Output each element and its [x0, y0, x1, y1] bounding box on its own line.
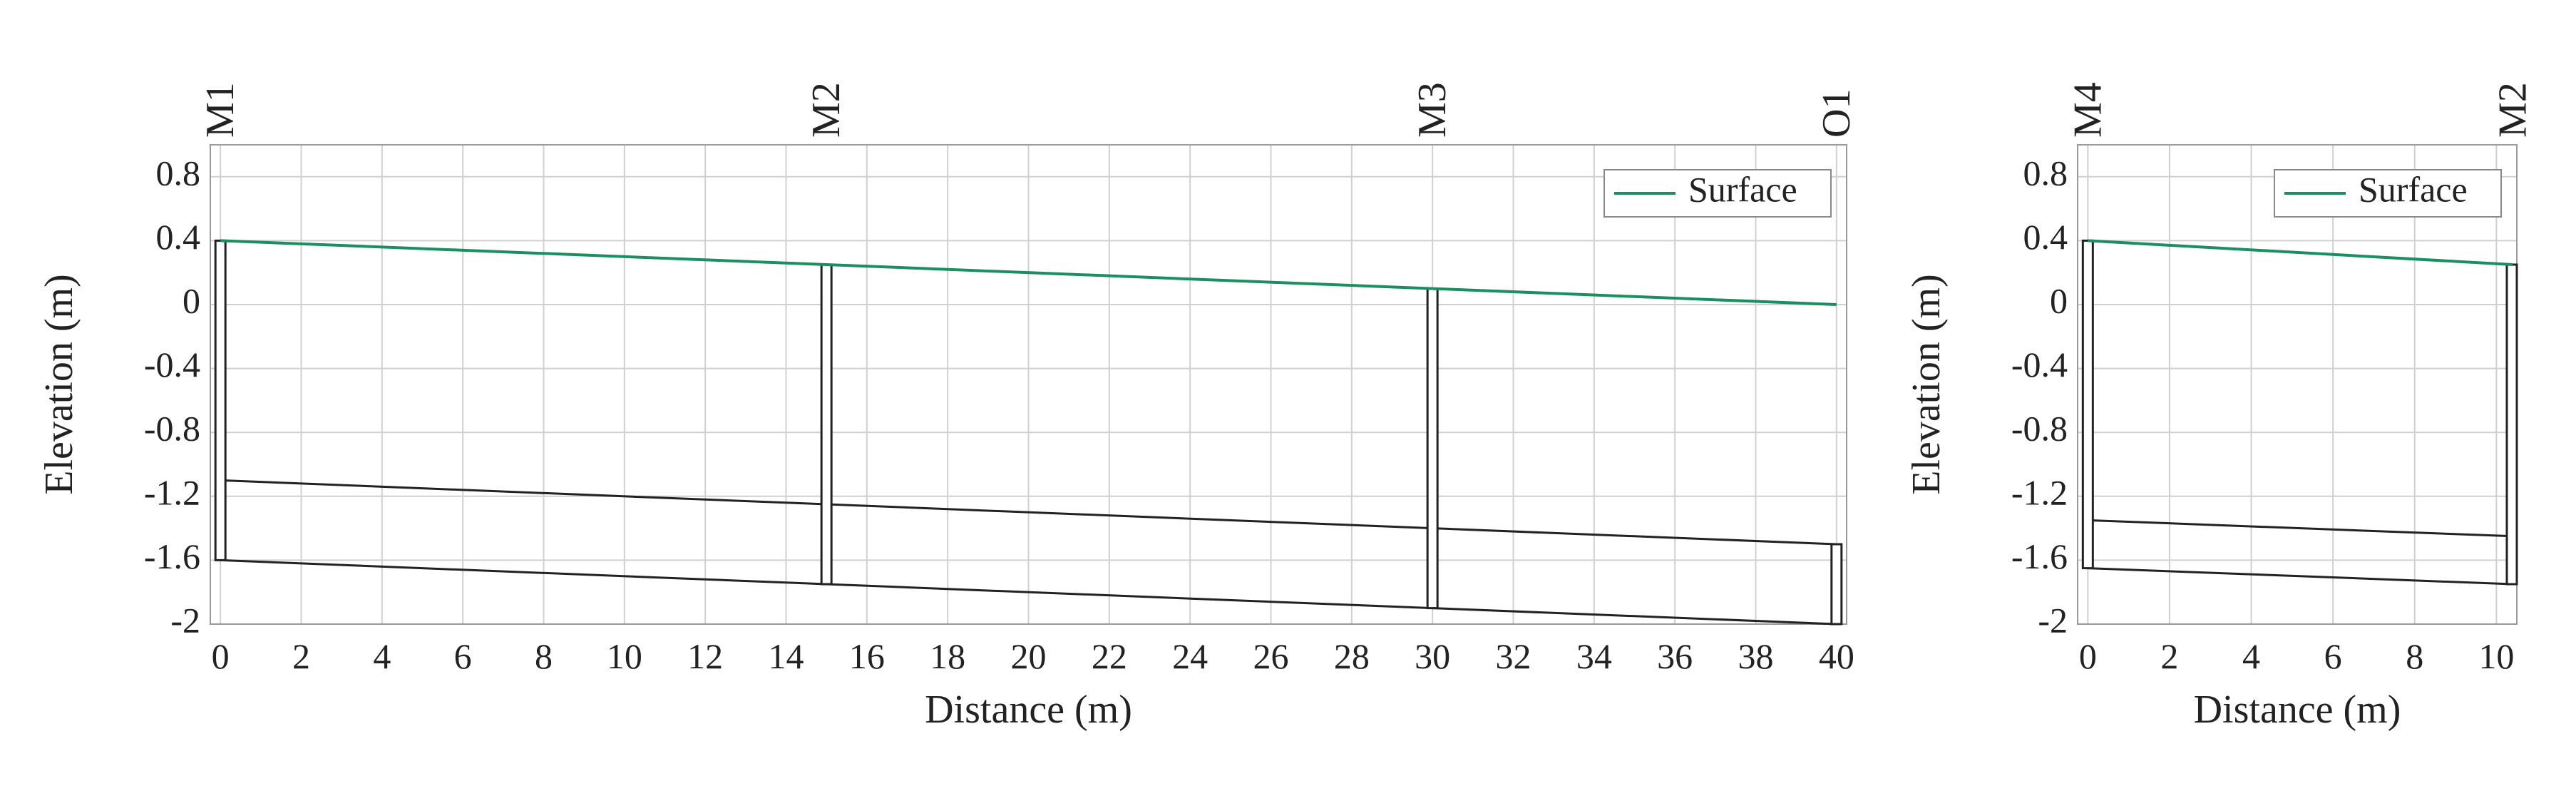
y-tick-label: 0.4 — [156, 217, 201, 257]
y-tick-label: -0.4 — [144, 345, 200, 384]
y-tick-label: 0.8 — [2023, 153, 2068, 193]
x-tick-label: 8 — [535, 636, 553, 676]
node-label: M4 — [2066, 82, 2110, 138]
x-tick-label: 6 — [454, 636, 472, 676]
x-tick-label: 26 — [1253, 636, 1289, 676]
node — [2505, 263, 2518, 586]
y-tick-label: -0.8 — [2011, 409, 2068, 449]
node-label: M3 — [1410, 82, 1454, 138]
x-tick-label: 16 — [849, 636, 885, 676]
conduit-crown — [220, 479, 1837, 546]
y-axis-label: Elevation (m) — [1904, 274, 1949, 494]
node — [2081, 239, 2094, 570]
x-tick-label: 12 — [687, 636, 723, 676]
x-tick-label: 0 — [212, 636, 230, 676]
x-tick-label: 24 — [1172, 636, 1208, 676]
node-label: M2 — [804, 82, 848, 138]
x-tick-label: 32 — [1496, 636, 1531, 676]
x-tick-label: 0 — [2079, 636, 2097, 676]
node-label: M1 — [198, 82, 242, 138]
y-tick-label: -1.6 — [2011, 536, 2068, 576]
y-axis-label: Elevation (m) — [37, 274, 81, 494]
x-axis-label: Distance (m) — [925, 688, 1132, 732]
y-tick-label: -0.8 — [144, 409, 200, 449]
plot-area — [2078, 145, 2517, 624]
y-tick-label: -1.2 — [2011, 472, 2068, 512]
y-tick-label: 0 — [183, 280, 200, 320]
x-tick-label: 38 — [1738, 636, 1774, 676]
node — [1426, 287, 1439, 610]
conduit-invert — [2088, 567, 2513, 586]
x-tick-label: 40 — [1819, 636, 1854, 676]
y-tick-label: 0.8 — [156, 153, 201, 193]
surface-line — [2088, 239, 2513, 266]
y-tick-label: -0.4 — [2011, 345, 2068, 384]
y-tick-label: -2 — [2038, 600, 2068, 640]
node-label: M2 — [2490, 82, 2535, 138]
plot-frame — [210, 144, 1847, 625]
x-tick-label: 22 — [1092, 636, 1127, 676]
legend-text: Surface — [2359, 169, 2468, 209]
y-tick-label: 0.4 — [2023, 217, 2068, 257]
node-label: O1 — [1815, 89, 1859, 138]
x-tick-label: 2 — [292, 636, 310, 676]
surface-line — [220, 239, 1837, 306]
x-tick-label: 28 — [1334, 636, 1370, 676]
y-tick-label: -1.2 — [144, 472, 200, 512]
x-tick-label: 6 — [2324, 636, 2342, 676]
x-tick-label: 30 — [1415, 636, 1450, 676]
conduit-crown — [2088, 519, 2513, 538]
node — [820, 263, 833, 586]
y-tick-label: -2 — [170, 600, 200, 640]
x-tick-label: 34 — [1576, 636, 1612, 676]
x-tick-label: 36 — [1657, 636, 1693, 676]
x-tick-label: 18 — [930, 636, 965, 676]
x-tick-label: 10 — [2478, 636, 2514, 676]
x-tick-label: 4 — [373, 636, 391, 676]
x-axis-label: Distance (m) — [2194, 688, 2401, 732]
y-tick-label: 0 — [2050, 280, 2068, 320]
x-tick-label: 10 — [607, 636, 642, 676]
x-tick-label: 4 — [2242, 636, 2260, 676]
legend-text: Surface — [1688, 169, 1797, 209]
x-tick-label: 20 — [1011, 636, 1047, 676]
conduit-invert — [220, 558, 1837, 626]
x-tick-label: 2 — [2160, 636, 2178, 676]
x-tick-label: 8 — [2406, 636, 2423, 676]
x-tick-label: 14 — [769, 636, 804, 676]
node — [1830, 543, 1843, 626]
y-tick-label: -1.6 — [144, 536, 200, 576]
node — [214, 239, 227, 561]
